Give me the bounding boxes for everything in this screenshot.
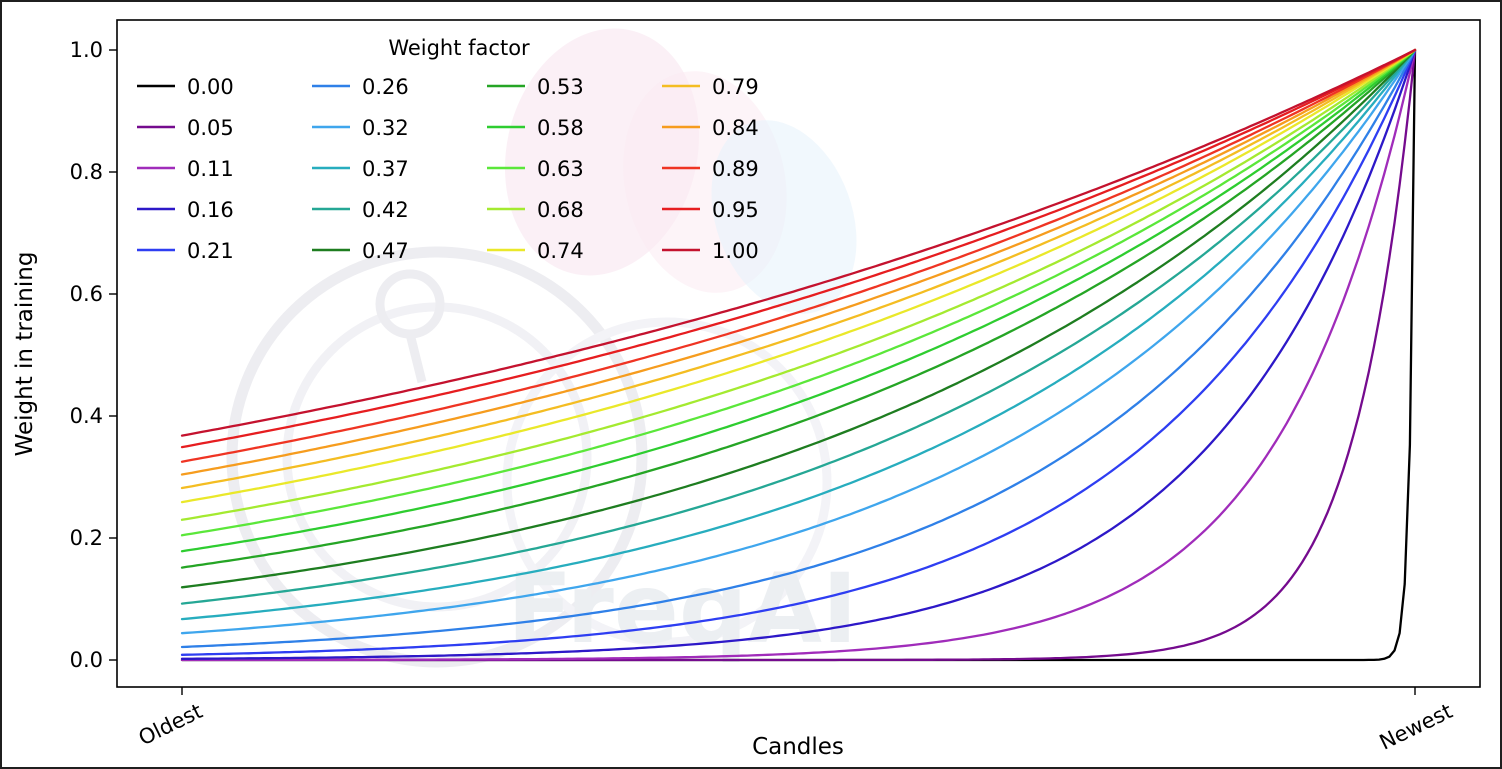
legend-label: 0.00: [187, 75, 234, 99]
legend-label: 1.00: [712, 239, 759, 263]
legend-label: 0.79: [712, 75, 759, 99]
legend-label: 0.74: [537, 239, 584, 263]
legend-label: 0.47: [362, 239, 409, 263]
watermark-logo-stem-icon: [405, 332, 427, 384]
series-line-0.74: [180, 48, 1417, 504]
legend-label: 0.21: [187, 239, 234, 263]
series-line-0.47: [180, 48, 1417, 589]
series-line-0.63: [180, 48, 1417, 537]
x-tick-label-oldest: Oldest: [135, 699, 206, 750]
series-line-0.89: [180, 48, 1417, 463]
curve-series-group: [180, 48, 1417, 662]
legend-label: 0.84: [712, 116, 759, 140]
watermark-logo-outer-circle-icon: [226, 246, 648, 668]
series-line-0.79: [180, 48, 1417, 490]
legend-label: 0.37: [362, 157, 409, 181]
series-line-0.16: [180, 48, 1417, 660]
series-line-0.84: [180, 48, 1417, 476]
series-line-0.53: [180, 48, 1417, 569]
y-tick-label: 0.8: [70, 160, 103, 184]
series-line-0.42: [180, 48, 1417, 605]
legend: Weight factor 0.00 0.05 0.11 0.16 0.21 0.26 0.…: [137, 36, 759, 263]
legend-label: 0.58: [537, 116, 584, 140]
series-line-0.26: [180, 48, 1417, 649]
watermark-logo-circle2-icon: [502, 317, 832, 647]
y-tick-label: 0.6: [70, 282, 103, 306]
legend-label: 0.63: [537, 157, 584, 181]
legend-label: 0.53: [537, 75, 584, 99]
x-tick-label-newest: Newest: [1376, 699, 1457, 755]
legend-label: 0.32: [362, 116, 409, 140]
series-line-0.21: [180, 48, 1417, 656]
series-line-0.37: [180, 48, 1417, 621]
series-line-0.32: [180, 48, 1417, 635]
legend-label: 0.26: [362, 75, 409, 99]
legend-label: 0.89: [712, 157, 759, 181]
y-axis-label: Weight in training: [12, 252, 38, 457]
legend-label: 0.16: [187, 198, 234, 222]
series-line-1.00: [180, 48, 1417, 437]
axes-frame: [116, 19, 1481, 688]
legend-label: 0.42: [362, 198, 409, 222]
y-tick-label: 0.2: [70, 526, 103, 550]
series-line-0.11: [180, 48, 1417, 662]
watermark-leaf-blue-icon: [711, 120, 857, 314]
legend-label: 0.11: [187, 157, 234, 181]
y-tick-label: 0.4: [70, 404, 103, 428]
legend-label: 0.05: [187, 116, 234, 140]
series-line-0.58: [180, 48, 1417, 553]
series-line-0.95: [180, 48, 1417, 449]
x-axis-label: Candles: [752, 734, 844, 760]
series-line-0.68: [180, 48, 1417, 521]
legend-label: 0.95: [712, 198, 759, 222]
legend-label: 0.68: [537, 198, 584, 222]
y-tick-label: 0.0: [70, 648, 103, 672]
y-tick-label: 1.0: [70, 38, 103, 62]
legend-title: Weight factor: [388, 36, 530, 60]
